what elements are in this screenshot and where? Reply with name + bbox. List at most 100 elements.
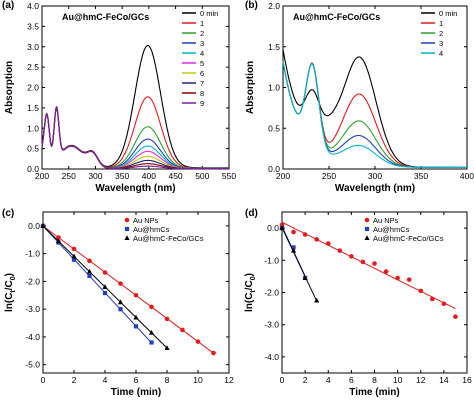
x-tick-label: 6: [134, 375, 139, 385]
data-point: [118, 307, 123, 312]
x-tick-label: 300: [368, 171, 382, 181]
spectrum-line: [41, 106, 229, 170]
x-tick-label: 300: [88, 171, 102, 181]
y-tick-label: 4.0: [27, 1, 39, 11]
fit-line: [42, 225, 214, 354]
data-point: [291, 229, 296, 235]
data-point: [383, 269, 389, 274]
x-tick-label: 2: [303, 375, 308, 385]
data-point: [124, 235, 130, 240]
x-tick-label: 250: [322, 171, 336, 181]
x-tick-label: 16: [462, 375, 472, 385]
y-tick-label: 1.0: [27, 123, 39, 133]
legend-entry: 5: [200, 59, 204, 68]
legend-entry: 0 min: [200, 9, 218, 18]
y-tick-label: -4.0: [264, 352, 279, 362]
spectrum-line: [41, 106, 229, 170]
fit-line: [42, 225, 152, 344]
legend-entry: 7: [200, 79, 204, 88]
data-point: [302, 275, 308, 281]
y-tick-label: 3.0: [27, 42, 39, 52]
data-point: [102, 290, 108, 296]
data-point: [164, 316, 170, 322]
x-axis-label: Wavelength (nm): [335, 183, 415, 194]
legend-entry: Au@hmC-FeCo/GCs: [373, 234, 444, 243]
data-point: [364, 226, 370, 232]
panel-title: Au@hmC-FeCo/GCs: [62, 12, 149, 22]
y-tick-label: 1.5: [268, 42, 280, 52]
data-point: [164, 345, 170, 351]
data-point: [71, 253, 77, 259]
y-axis-label-part: t: [250, 290, 257, 293]
spectrum-line: [41, 106, 229, 170]
data-point: [133, 324, 139, 329]
spectrum-line: [41, 106, 229, 169]
data-point: [149, 340, 154, 345]
y-tick-label: 0.5: [268, 123, 280, 133]
data-point: [40, 223, 46, 228]
data-point: [133, 314, 139, 320]
y-tick-label: -1.0: [25, 249, 40, 259]
spectrum-line: [282, 61, 467, 168]
legend-entry: 1: [200, 19, 204, 28]
y-tick-label: -5.0: [25, 360, 40, 370]
x-tick-label: 6: [349, 375, 354, 385]
fit-line: [281, 227, 318, 302]
spectrum-line: [282, 61, 467, 168]
legend-entry: 2: [439, 29, 443, 38]
y-tick-label: -3.0: [264, 320, 279, 330]
data-point: [349, 254, 354, 259]
x-tick-label: 400: [142, 171, 156, 181]
panel-letter: (c): [2, 208, 14, 219]
x-tick-label: 200: [276, 171, 290, 181]
y-tick-label: 1.0: [268, 83, 280, 93]
x-tick-label: 400: [460, 171, 474, 181]
panel-letter: (d): [245, 208, 258, 219]
spectrum-line: [41, 106, 229, 170]
data-point: [117, 299, 124, 305]
y-tick-label: -2.0: [264, 288, 279, 298]
y-tick-label: 0.0: [27, 164, 39, 174]
data-point: [314, 237, 319, 242]
y-axis-label-part: ): [4, 273, 15, 276]
y-tick-label: 2.5: [27, 62, 39, 72]
x-axis-label: Wavelength (nm): [95, 183, 175, 194]
data-point: [102, 284, 108, 289]
y-axis-label: Absorption: [245, 61, 256, 114]
data-point: [195, 339, 201, 344]
panel-letter: (a): [2, 0, 14, 11]
x-axis-label: Time (min): [349, 387, 399, 398]
legend-entry: 0 min: [439, 9, 457, 18]
y-axis-label-part: ): [244, 273, 255, 276]
y-tick-label: 0.0: [268, 164, 280, 174]
data-point: [418, 288, 424, 294]
y-axis-label-part: ln(C: [244, 293, 255, 312]
x-tick-label: 14: [439, 375, 449, 385]
data-point: [56, 235, 61, 240]
x-tick-label: 4: [326, 375, 331, 385]
data-point: [360, 259, 366, 265]
legend-entry: 1: [439, 19, 443, 28]
y-tick-label: 1.5: [27, 103, 39, 113]
y-tick-label: -1.0: [264, 255, 279, 265]
data-point: [453, 314, 458, 319]
y-tick-label: 0.0: [267, 223, 279, 233]
legend-entry: 4: [439, 49, 443, 58]
legend-entry: Au@hmCs: [133, 225, 170, 234]
x-tick-label: 8: [165, 375, 170, 385]
data-point: [406, 277, 412, 282]
y-axis-label: Absorption: [4, 61, 15, 114]
y-tick-label: -3.0: [25, 304, 40, 314]
y-axis-label-part: t: [10, 290, 17, 293]
panel-c: (c) 0 2 4 6 8 10 12 0.0 -1.0 -2.0 -3.0 -4.0 -5.0 Time …: [2, 208, 234, 398]
y-axis-label-part: /C: [244, 280, 255, 290]
x-tick-label: 250: [62, 171, 76, 181]
y-axis-label: ln(Ct/C0): [244, 273, 257, 312]
data-point: [372, 261, 377, 266]
x-tick-label: 350: [414, 171, 428, 181]
legend-entry: Au@hmCs: [373, 225, 410, 234]
spectrum-line: [282, 61, 467, 168]
data-point: [337, 248, 343, 253]
legend-entry: 3: [439, 39, 443, 48]
